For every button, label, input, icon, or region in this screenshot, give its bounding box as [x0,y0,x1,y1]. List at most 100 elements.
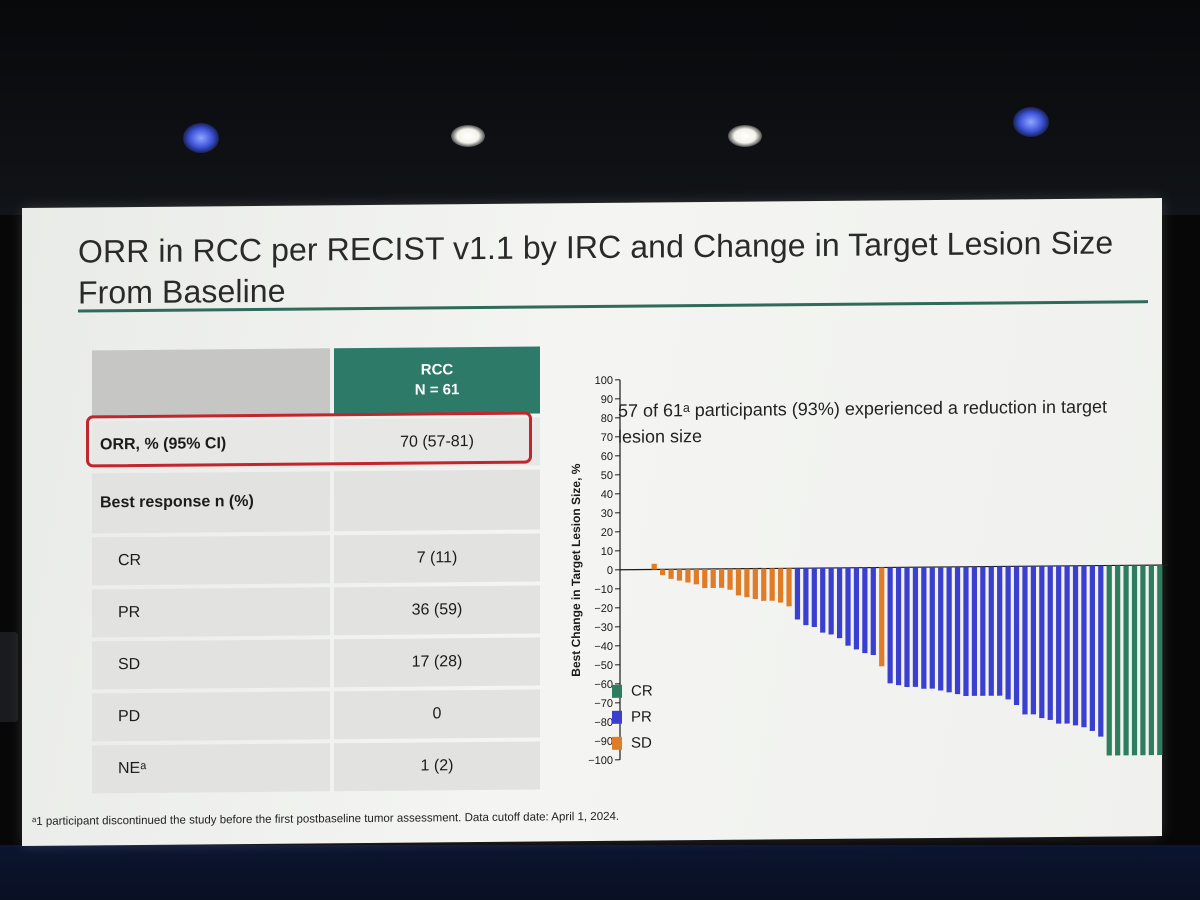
waterfall-bar [803,568,809,626]
y-tick-label: 60 [601,451,613,463]
table-header: RCC N = 61 [92,346,540,418]
legend-label: CR [631,681,653,700]
waterfall-bar [1056,565,1062,724]
waterfall-bar [980,566,986,696]
y-tick-label: 50 [601,470,613,482]
row-label: NEᵃ [92,743,330,794]
header-n: N = 61 [414,381,460,399]
waterfall-bar [1098,565,1104,737]
waterfall-bar [1013,566,1020,706]
y-tick-label: 90 [601,394,613,406]
legend-swatch-sd [612,736,622,750]
waterfall-bar [971,566,978,696]
y-tick-label: 0 [607,565,613,577]
waterfall-bar [954,566,961,695]
waterfall-bar [693,569,699,585]
waterfall-bar [988,566,994,696]
y-tick-label: −10 [594,584,613,596]
waterfall-bar [1131,565,1138,756]
waterfall-bar [1047,566,1053,720]
legend-swatch-cr [612,684,622,698]
waterfall-bar [828,567,834,635]
y-tick-label: 40 [601,489,613,501]
legend-label: PR [631,708,652,726]
waterfall-bar [777,568,784,603]
y-tick-label: −50 [594,660,613,672]
table-row-pr: PR 36 (59) [92,585,540,638]
stage-light-blue-right [1013,107,1049,137]
table-row-orr: ORR, % (95% CI) 70 (57-81) [86,411,540,470]
waterfall-bar [710,568,716,588]
waterfall-bar [912,567,919,687]
waterfall-bar [752,568,758,600]
podium-edge [0,632,18,722]
waterfall-bar [676,569,683,581]
row-label: SD [92,639,330,690]
waterfall-bar [719,568,725,588]
waterfall-bar [938,566,944,691]
response-table: RCC N = 61 ORR, % (95% CI) 70 (57-81) Be… [86,346,540,794]
y-tick-label: 70 [601,432,613,444]
row-value: 70 (57-81) [334,417,540,468]
waterfall-bar [1140,565,1146,756]
waterfall-bar [997,566,1003,696]
legend-item-sd: SD [612,729,653,755]
waterfall-bar [836,567,843,639]
waterfall-bar [1106,565,1112,756]
row-value: 0 [334,689,540,740]
waterfall-bar [1115,565,1121,756]
y-tick-label: −30 [594,622,613,634]
table-row-best-response: Best response n (%) [92,469,540,534]
y-tick-label: 20 [601,527,613,539]
waterfall-chart: Best Change in Target Lesion Size, % 100 9… [569,375,1168,767]
waterfall-bar [853,567,860,650]
waterfall-bar [963,566,969,696]
waterfall-bar [744,568,750,598]
y-tick-label: 100 [595,375,613,387]
waterfall-bar [921,567,927,689]
y-axis-label: Best Change in Target Lesion Size, % [569,463,583,677]
legend-swatch-pr [612,710,622,724]
y-tick-label: −90 [594,736,613,748]
waterfall-bar [879,567,885,667]
stage-light-white-left [451,125,485,147]
waterfall-bar [668,569,674,579]
waterfall-bar [1157,565,1163,756]
waterfall-bar [870,567,876,655]
table-row-cr: CR 7 (11) [92,533,540,586]
legend-item-pr: PR [612,703,653,729]
y-tick-label: −100 [588,755,613,767]
y-tick-label: 30 [601,508,613,520]
table-header-rcc: RCC N = 61 [334,346,540,416]
waterfall-bar [895,567,902,686]
row-label: ORR, % (95% CI) [92,419,330,470]
waterfall-bar [946,566,952,693]
waterfall-bar [1022,566,1028,715]
waterfall-bar [786,568,792,607]
chart-annotation: 57 of 61ᵃ participants (93%) experienced… [618,396,1107,447]
row-value: 36 (59) [334,585,540,636]
legend-item-cr: CR [612,677,653,703]
table-row-ne: NEᵃ 1 (2) [92,741,540,794]
waterfall-bar [1005,566,1011,700]
waterfall-bar [820,567,826,633]
footnote: ᵃ1 participant discontinued the study be… [32,810,620,828]
waterfall-bar [651,563,657,570]
y-tick-label: −80 [594,717,613,729]
waterfall-bar [761,568,767,601]
waterfall-bar [811,568,817,628]
table-row-sd: SD 17 (28) [92,637,540,690]
slide-title: ORR in RCC per RECIST v1.1 by IRC and Ch… [78,224,1114,311]
row-label: PD [92,691,330,742]
waterfall-bar [660,569,666,576]
waterfall-bar [727,568,733,590]
row-value: 7 (11) [334,533,540,584]
stage-background [0,0,1200,215]
presentation-slide: ORR in RCC per RECIST v1.1 by IRC and Ch… [22,198,1168,846]
row-label: CR [92,535,330,586]
stage-floor [0,845,1200,900]
waterfall-bar [1148,565,1154,756]
waterfall-bar [735,568,742,596]
row-label: Best response n (%) [92,471,330,534]
row-value: 1 (2) [334,741,540,792]
